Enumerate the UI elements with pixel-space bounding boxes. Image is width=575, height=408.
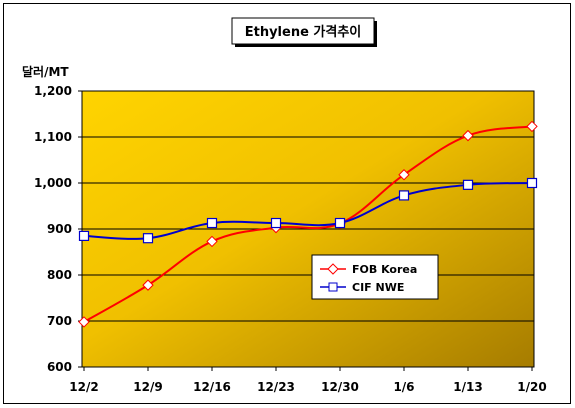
legend-box xyxy=(311,254,439,300)
legend: FOB Korea CIF NWE xyxy=(311,254,439,300)
y-tick-label: 600 xyxy=(47,360,72,374)
data-point-cif-nwe xyxy=(206,217,218,229)
x-tick-label: 12/30 xyxy=(321,380,359,394)
data-point-cif-nwe xyxy=(462,179,474,190)
gridlines xyxy=(82,136,534,322)
data-point-fob-korea xyxy=(78,316,90,328)
legend-item-cif-nwe: CIF NWE xyxy=(320,281,404,294)
legend-square-marker-icon xyxy=(328,282,338,292)
data-point-fob-korea xyxy=(526,120,538,133)
x-tick-label: 1/13 xyxy=(453,380,482,394)
x-tick-label: 1/20 xyxy=(517,380,546,394)
x-tick-label: 12/2 xyxy=(69,380,98,394)
series-lines xyxy=(78,120,538,328)
legend-label-fob-korea: FOB Korea xyxy=(352,263,417,276)
data-point-fob-korea xyxy=(462,129,474,142)
data-point-cif-nwe xyxy=(526,177,538,189)
y-tick-label: 1,100 xyxy=(34,130,72,144)
y-tick-label: 700 xyxy=(47,314,72,328)
chart-title: Ethylene 가격추이 xyxy=(245,24,362,40)
x-tick-label: 12/23 xyxy=(257,380,295,394)
x-tick-label: 12/16 xyxy=(193,380,231,394)
y-tick-label: 800 xyxy=(47,268,72,282)
series-line-cif-nwe xyxy=(83,182,533,240)
y-tick-label: 1,200 xyxy=(34,84,72,98)
x-axis-ticks: 12/2 12/9 12/16 12/23 12/30 1/6 1/13 1/20 xyxy=(69,367,547,394)
data-point-cif-nwe xyxy=(334,217,346,229)
y-tick-label: 900 xyxy=(47,222,72,236)
y-axis-ticks: 600 700 800 900 1,000 1,100 1,200 xyxy=(34,84,82,374)
data-point-fob-korea xyxy=(142,279,154,291)
data-point-cif-nwe xyxy=(270,217,282,229)
legend-item-fob-korea: FOB Korea xyxy=(320,263,417,276)
legend-diamond-marker-icon xyxy=(327,263,339,275)
x-tick-label: 1/6 xyxy=(393,380,414,394)
y-axis-unit-label: 달러/MT xyxy=(22,64,69,79)
data-point-cif-nwe xyxy=(78,230,90,241)
legend-label-cif-nwe: CIF NWE xyxy=(352,281,404,294)
data-point-cif-nwe xyxy=(398,190,410,201)
x-tick-label: 12/9 xyxy=(133,380,162,394)
data-point-cif-nwe xyxy=(142,233,154,244)
data-point-fob-korea xyxy=(398,169,410,181)
y-tick-label: 1,000 xyxy=(34,176,72,190)
data-point-fob-korea xyxy=(206,235,218,248)
series-line-fob-korea xyxy=(83,125,533,323)
chart-title-box: Ethylene 가격추이 xyxy=(231,17,377,47)
